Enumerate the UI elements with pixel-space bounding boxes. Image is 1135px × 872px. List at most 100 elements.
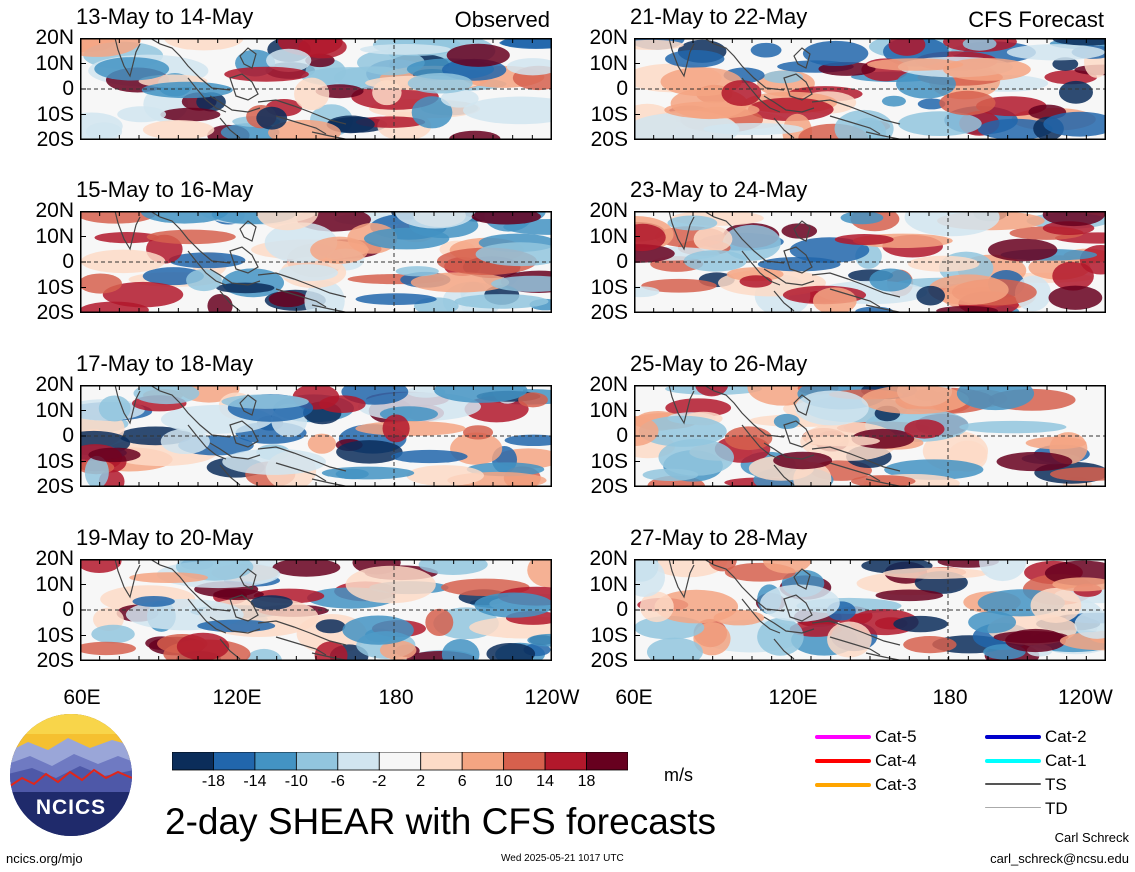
shear-map	[634, 211, 1106, 313]
panel-date-range: 13-May to 14-May	[76, 4, 254, 29]
footer-email[interactable]: carl_schreck@ncsu.edu	[990, 851, 1129, 866]
colorbar-swatch	[337, 752, 380, 771]
colorbar-tick-label: 14	[536, 773, 554, 790]
lat-label: 20S	[36, 649, 74, 672]
panel-date-range: 21-May to 22-May	[630, 4, 808, 29]
legend-label: Cat-3	[875, 775, 917, 794]
lat-label: 20S	[590, 128, 628, 151]
panel-date-range: 17-May to 18-May	[76, 351, 254, 376]
panel-source-tag: CFS Forecast	[968, 7, 1104, 32]
lat-label: 0	[616, 424, 628, 447]
lat-label: 20N	[35, 373, 74, 396]
colorbar-swatch	[295, 752, 339, 771]
map-panel	[80, 38, 552, 140]
legend-line-swatch	[985, 783, 1041, 785]
lat-label: 10S	[36, 102, 74, 126]
shear-map	[80, 38, 552, 140]
lat-label: 20N	[589, 199, 628, 222]
lat-label: 10S	[36, 275, 74, 299]
panel-date-range: 19-May to 20-May	[76, 525, 254, 550]
footer-url[interactable]: ncics.org/mjo	[6, 851, 83, 866]
lat-label: 10N	[35, 398, 74, 422]
panel-date-range: 15-May to 16-May	[76, 177, 254, 202]
colorbar-tick-label: -2	[372, 773, 387, 790]
colorbar-swatch	[420, 752, 463, 771]
lon-label-right-60e: 60E	[615, 686, 653, 709]
colorbar-swatch	[254, 752, 297, 771]
colorbar-swatch	[378, 752, 422, 771]
colorbar-tick-label: -14	[243, 773, 267, 790]
colorbar-tick-label: 18	[577, 773, 596, 790]
lon-label-right-120e: 120E	[768, 686, 818, 709]
legend-label: TD	[1045, 799, 1068, 818]
colorbar-units: m/s	[664, 765, 693, 785]
lat-label: 0	[616, 598, 628, 621]
panel-date-range: 23-May to 24-May	[630, 177, 808, 202]
lat-label: 10N	[589, 572, 628, 596]
lat-label: 20S	[36, 301, 74, 324]
lon-label-right-120w: 120W	[1058, 686, 1113, 709]
logo-text: NCICS	[36, 796, 106, 819]
legend-label: Cat-5	[875, 727, 917, 746]
colorbar-swatch	[213, 752, 256, 771]
colorbar-swatch	[461, 752, 505, 771]
lat-label: 20N	[589, 26, 628, 49]
legend-line-swatch	[815, 783, 871, 787]
shear-map	[634, 38, 1106, 140]
map-panel	[80, 559, 552, 661]
lat-label: 10N	[35, 224, 74, 248]
shear-map	[634, 385, 1106, 487]
map-panel	[80, 385, 552, 487]
shear-map	[80, 385, 552, 487]
lat-label: 20N	[35, 547, 74, 570]
lat-label: 10S	[590, 623, 628, 647]
lat-label: 0	[62, 598, 74, 621]
colorbar-tick-label: 6	[457, 773, 467, 790]
legend-label: TS	[1045, 775, 1067, 794]
lat-label: 20S	[590, 649, 628, 672]
lat-label: 0	[616, 77, 628, 100]
colorbar-swatch	[586, 752, 628, 771]
shear-map	[80, 211, 552, 313]
lat-label: 10S	[590, 102, 628, 126]
lat-label: 20S	[36, 128, 74, 151]
panel-source-tag: Observed	[454, 7, 550, 32]
legend-line-swatch	[815, 735, 871, 739]
lat-label: 10S	[36, 449, 74, 473]
lon-label-left-60e: 60E	[63, 686, 101, 709]
lat-label: 0	[62, 77, 74, 100]
map-panel	[634, 559, 1106, 661]
lat-label: 0	[62, 250, 74, 273]
lat-label: 0	[616, 250, 628, 273]
map-panel	[634, 385, 1106, 487]
colorbar-tick-label: -10	[284, 773, 308, 790]
colorbar-tick-label: -18	[201, 773, 226, 790]
lat-label: 20N	[589, 373, 628, 396]
lat-label: 10S	[36, 623, 74, 647]
lon-label-right-180: 180	[932, 686, 968, 709]
legend-line-swatch	[815, 759, 871, 763]
colorbar-tick-label: -6	[330, 773, 345, 790]
lon-label-left-120e: 120E	[212, 686, 262, 709]
legend-label: Cat-4	[875, 751, 917, 770]
lat-label: 10N	[35, 572, 74, 596]
shear-map	[634, 559, 1106, 661]
legend-line-swatch	[985, 735, 1041, 739]
panel-date-range: 25-May to 26-May	[630, 351, 808, 376]
colorbar-tick-label: 2	[416, 773, 426, 790]
lon-label-left-120w: 120W	[524, 686, 580, 709]
map-panel	[634, 211, 1106, 313]
map-panel	[80, 211, 552, 313]
shear-map	[80, 559, 552, 661]
lon-label-left-180: 180	[378, 686, 414, 709]
colorbar-swatch	[172, 752, 214, 771]
lat-label: 20S	[36, 475, 74, 498]
lat-label: 20S	[590, 301, 628, 324]
legend-line-swatch	[985, 759, 1041, 763]
legend-line-swatch	[985, 807, 1041, 808]
lat-label: 20N	[35, 26, 74, 49]
legend-label: Cat-1	[1045, 751, 1087, 770]
map-panel	[634, 38, 1106, 140]
lat-label: 0	[62, 424, 74, 447]
ncics-logo: NCICS	[10, 714, 132, 836]
